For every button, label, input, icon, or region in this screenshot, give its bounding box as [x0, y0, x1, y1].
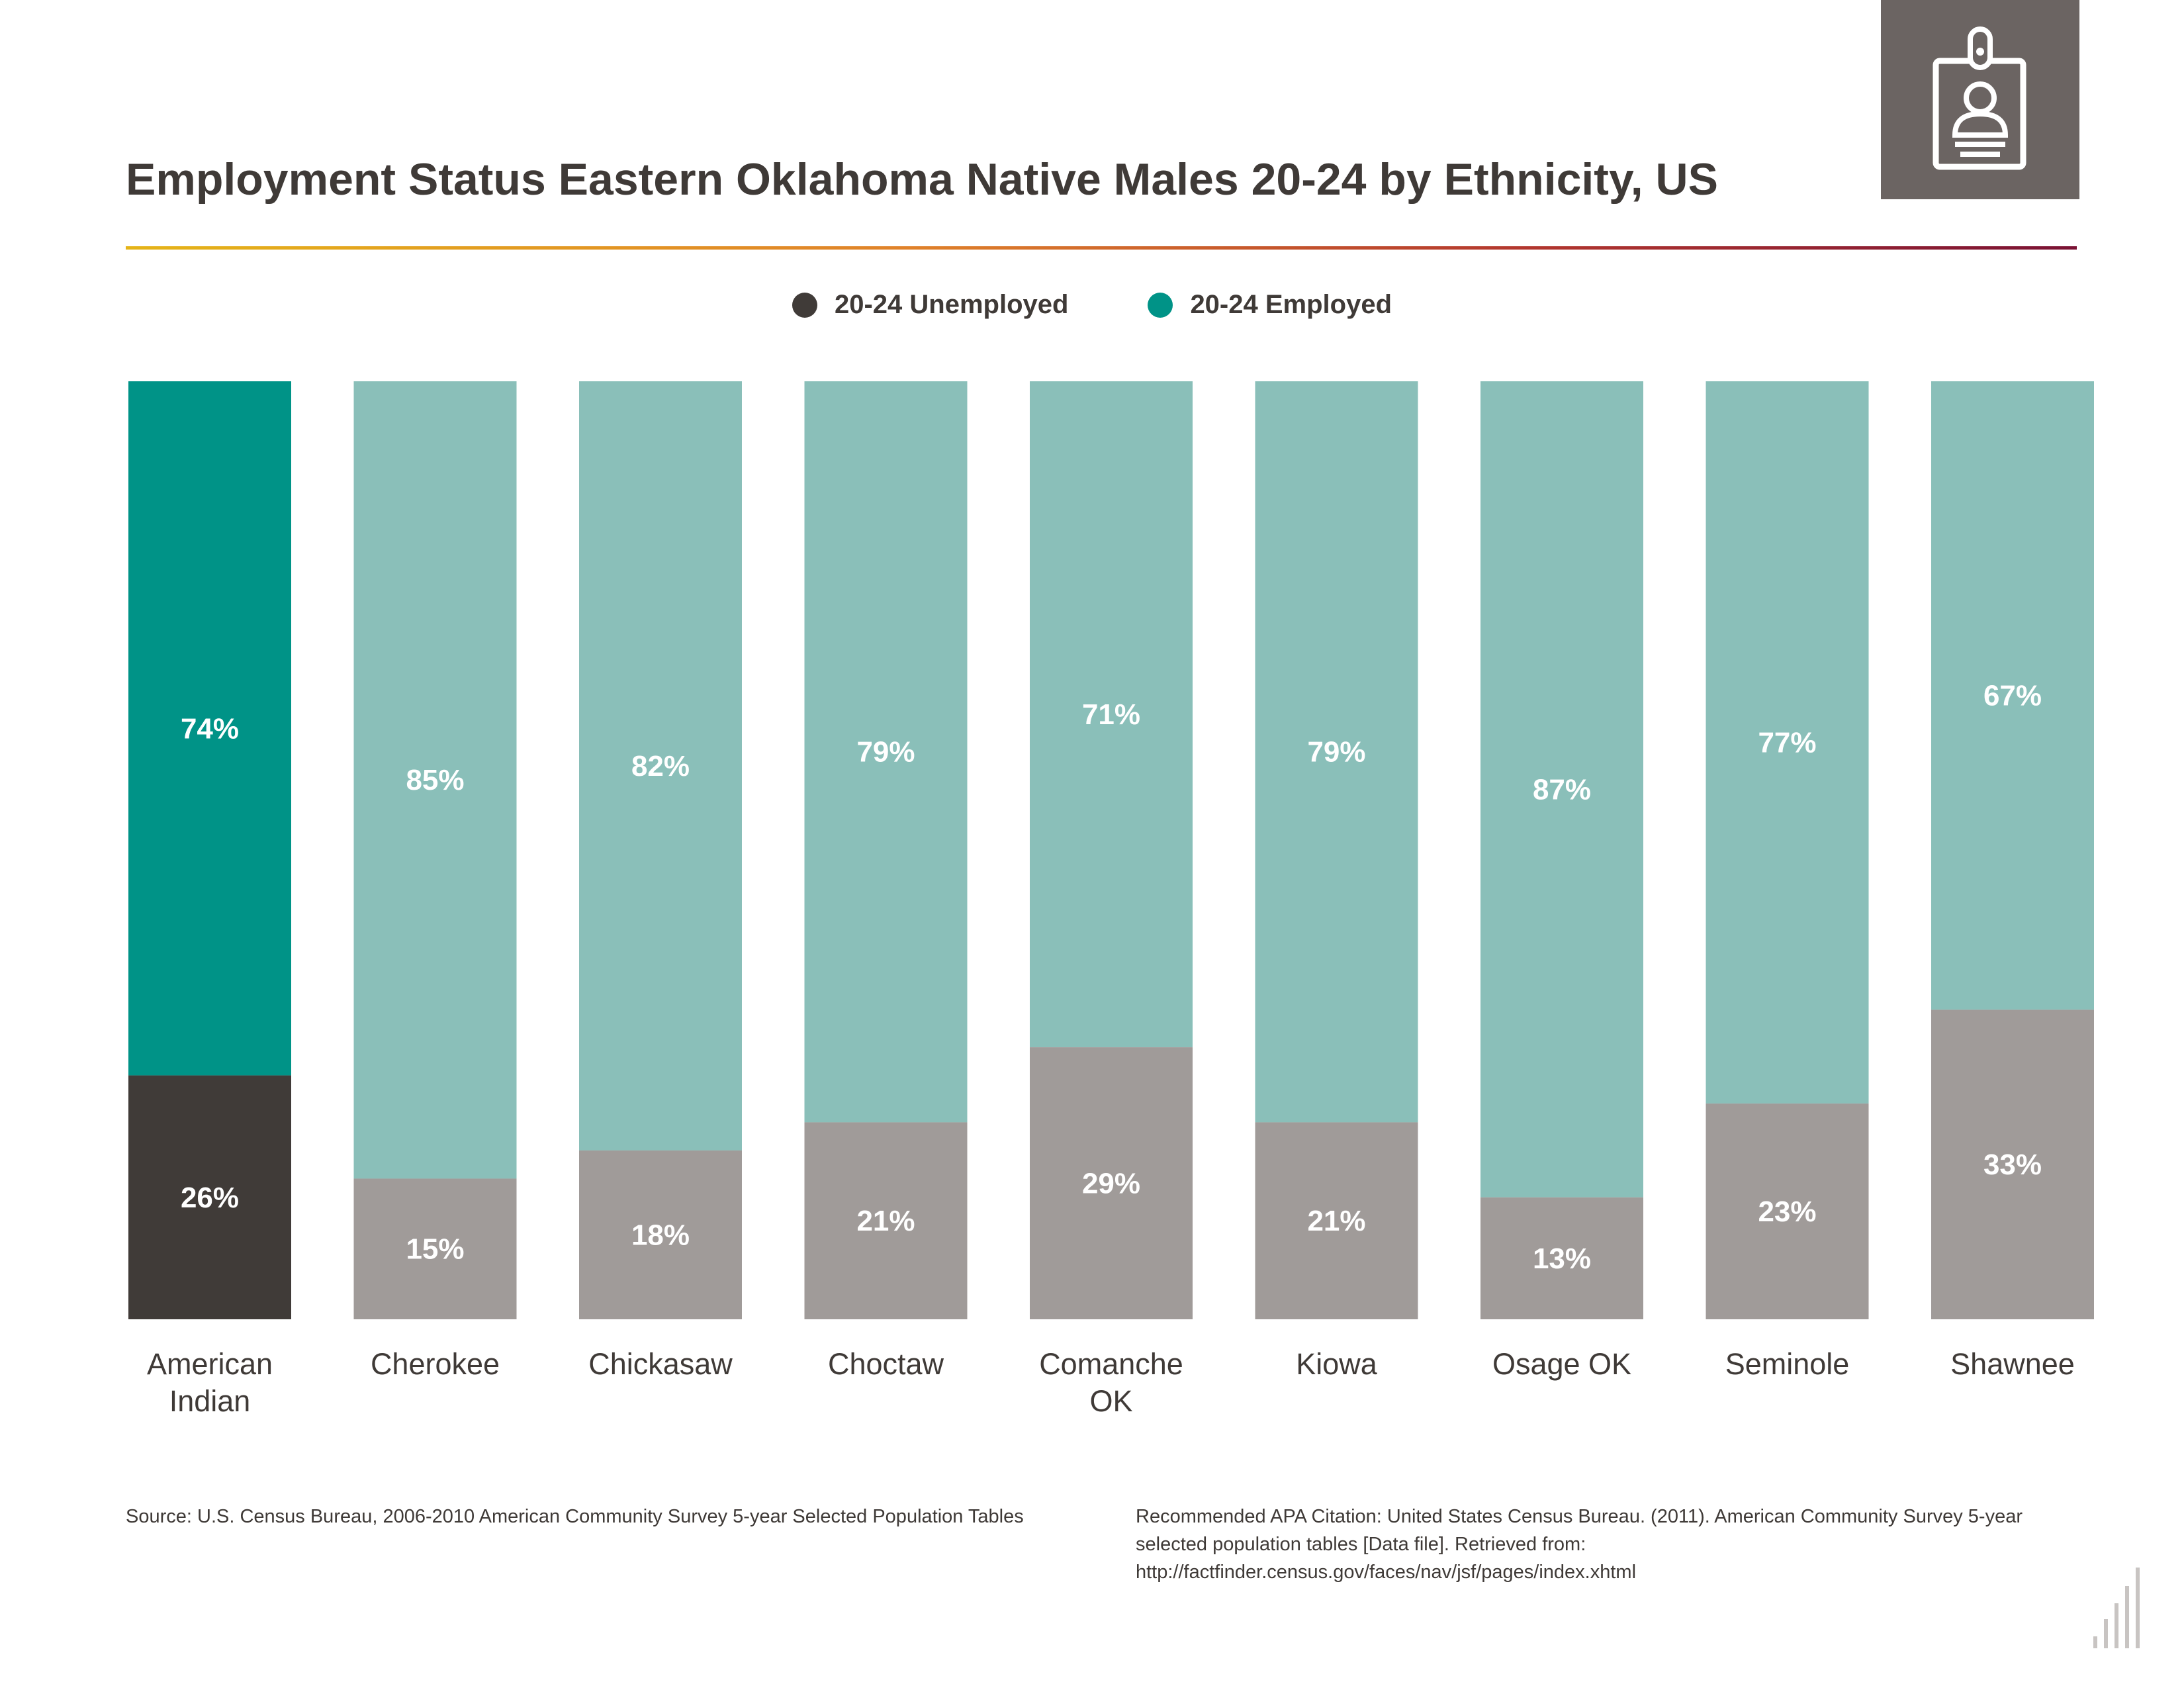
value-label-unemployed: 21% [1307, 1205, 1365, 1237]
bar-unemployed [1931, 1009, 2094, 1319]
bar-employed [1706, 381, 1869, 1104]
bar-unemployed [579, 1150, 742, 1319]
value-label-employed: 82% [631, 750, 690, 782]
value-label-employed: 71% [1082, 698, 1140, 731]
bar-employed [1931, 381, 2094, 1010]
category-label: Choctaw [828, 1347, 944, 1381]
bar-employed [1030, 381, 1193, 1048]
value-label-unemployed: 15% [406, 1233, 464, 1266]
bar-unemployed [353, 1178, 517, 1319]
legend-swatch-unemployed [792, 292, 817, 318]
bar-employed [1480, 381, 1643, 1197]
legend-item-unemployed: 20-24 Unemployed [792, 290, 1068, 320]
bars-logo-icon [2093, 1568, 2140, 1648]
category-label: Osage OK [1492, 1347, 1631, 1381]
value-label-unemployed: 29% [1082, 1168, 1140, 1200]
value-label-unemployed: 26% [181, 1182, 239, 1214]
legend-label-employed: 20-24 Employed [1190, 290, 1392, 319]
legend-swatch-employed [1148, 292, 1173, 318]
value-label-employed: 85% [406, 764, 464, 796]
value-label-employed: 79% [1307, 736, 1365, 769]
value-label-unemployed: 18% [631, 1219, 690, 1251]
category-label: Comanche [1039, 1347, 1183, 1381]
bar-employed [128, 381, 291, 1076]
category-label: Kiowa [1296, 1347, 1378, 1381]
value-label-employed: 77% [1758, 727, 1816, 759]
bar-unemployed [128, 1075, 291, 1319]
value-label-employed: 74% [181, 712, 239, 745]
value-label-employed: 79% [856, 736, 915, 769]
value-label-unemployed: 33% [1983, 1149, 2042, 1181]
bar-employed [804, 381, 968, 1123]
chart-title: Employment Status Eastern Oklahoma Nativ… [126, 154, 1718, 205]
bar-employed [579, 381, 742, 1150]
value-label-employed: 87% [1533, 773, 1591, 806]
value-label-employed: 67% [1983, 680, 2042, 712]
bar-unemployed [1255, 1122, 1418, 1319]
value-label-unemployed: 13% [1533, 1243, 1591, 1275]
value-label-unemployed: 23% [1758, 1196, 1816, 1228]
legend-label-unemployed: 20-24 Unemployed [834, 290, 1069, 319]
value-label-unemployed: 21% [856, 1205, 915, 1237]
category-label: OK [1089, 1384, 1132, 1418]
id-badge-icon [1881, 0, 2079, 199]
category-label: Seminole [1725, 1347, 1850, 1381]
category-label: Shawnee [1950, 1347, 2075, 1381]
category-label: Indian [169, 1384, 251, 1418]
title-underline [126, 246, 2077, 250]
bar-employed [1255, 381, 1418, 1123]
bar-unemployed [1030, 1047, 1193, 1319]
bar-unemployed [1480, 1197, 1643, 1319]
apa-citation: Recommended APA Citation: United States … [1136, 1506, 2023, 1583]
bar-employed [353, 381, 517, 1179]
category-label: American [147, 1347, 273, 1381]
category-label: Chickasaw [588, 1347, 733, 1381]
bar-unemployed [1706, 1103, 1869, 1319]
source-note: Source: U.S. Census Bureau, 2006-2010 Am… [126, 1506, 1024, 1527]
bar-unemployed [804, 1122, 968, 1319]
legend-item-employed: 20-24 Employed [1148, 290, 1392, 320]
category-label: Cherokee [371, 1347, 500, 1381]
chart-legend: 20-24 Unemployed 20-24 Employed [0, 290, 2184, 320]
